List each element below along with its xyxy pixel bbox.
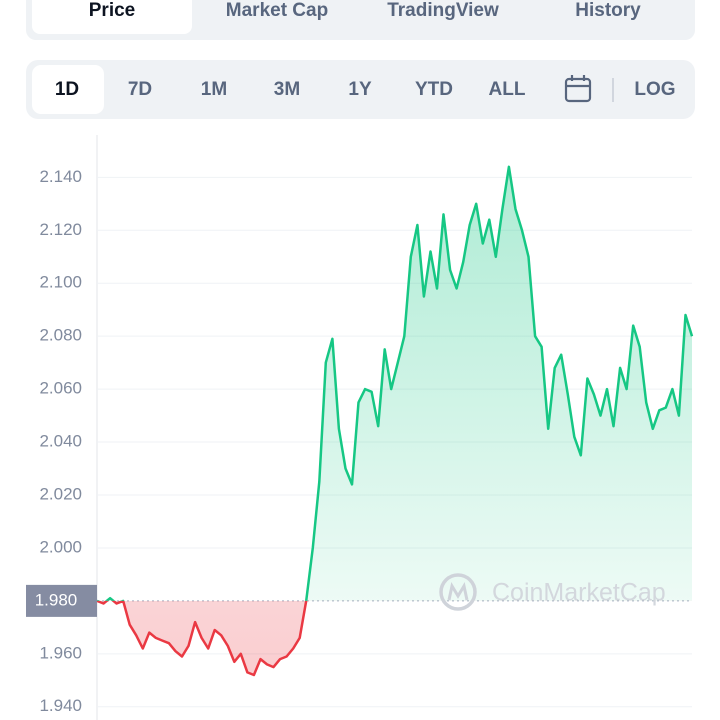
baseline-label-box	[26, 584, 97, 617]
y-tick-label: 2.020	[39, 484, 82, 503]
range-bar	[26, 60, 695, 119]
price-line-up	[97, 165, 694, 601]
y-tick-label: 2.060	[39, 379, 82, 398]
range-label[interactable]: ALL	[489, 79, 526, 100]
watermark-text: CoinMarketCap	[492, 579, 666, 607]
y-tick-label: 2.000	[39, 537, 82, 556]
range-label[interactable]: 3M	[274, 79, 300, 100]
log-toggle[interactable]: LOG	[634, 79, 675, 100]
tab-label[interactable]: TradingView	[387, 0, 499, 21]
y-tick-label: 2.140	[39, 167, 82, 186]
baseline-label: 1.980	[35, 590, 78, 609]
y-tick-label: 1.940	[39, 696, 82, 715]
active-tab	[32, 0, 192, 34]
y-tick-label: 2.040	[39, 432, 82, 451]
range-label[interactable]: YTD	[415, 79, 453, 100]
y-tick-label: 2.120	[39, 220, 82, 239]
range-label[interactable]: 1D	[55, 79, 79, 100]
area-down	[97, 600, 307, 675]
range-label[interactable]: 7D	[128, 79, 152, 100]
calendar-icon[interactable]	[564, 75, 592, 103]
price-line-down	[96, 600, 308, 677]
watermark: CoinMarketCap	[439, 573, 666, 611]
y-tick-label: 2.100	[39, 273, 82, 292]
y-tick-label: 2.080	[39, 326, 82, 345]
tab-label[interactable]: Price	[89, 0, 135, 21]
tab-label[interactable]: History	[575, 0, 641, 21]
area-up	[97, 166, 692, 601]
range-label[interactable]: 1M	[201, 79, 227, 100]
tab-label[interactable]: Market Cap	[226, 0, 328, 21]
tab-bar	[26, 0, 695, 40]
range-label[interactable]: 1Y	[348, 79, 372, 100]
active-range	[32, 65, 104, 114]
y-tick-label: 1.960	[39, 643, 82, 662]
